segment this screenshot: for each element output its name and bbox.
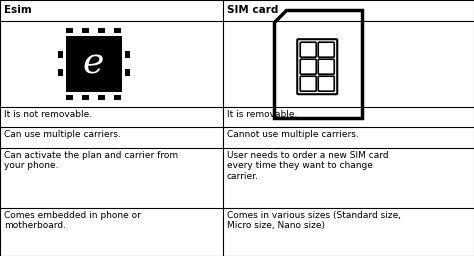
Bar <box>125 69 129 76</box>
Text: Esim: Esim <box>4 5 32 15</box>
Bar <box>65 36 121 92</box>
Bar <box>66 28 73 33</box>
Text: SIM card: SIM card <box>227 5 278 15</box>
Text: It is removable.: It is removable. <box>227 110 297 119</box>
Bar <box>114 95 121 100</box>
Bar <box>66 95 73 100</box>
FancyBboxPatch shape <box>318 42 334 57</box>
FancyBboxPatch shape <box>300 42 316 57</box>
Bar <box>125 51 129 58</box>
Text: Cannot use multiple carriers.: Cannot use multiple carriers. <box>227 130 358 140</box>
Bar <box>82 28 89 33</box>
Text: Comes in various sizes (Standard size,
Micro size, Nano size): Comes in various sizes (Standard size, M… <box>227 211 401 230</box>
Text: It is not removable.: It is not removable. <box>4 110 92 119</box>
FancyBboxPatch shape <box>318 76 334 91</box>
FancyBboxPatch shape <box>300 76 316 91</box>
Text: Can use multiple carriers.: Can use multiple carriers. <box>4 130 121 140</box>
Polygon shape <box>274 10 362 118</box>
Bar <box>98 28 105 33</box>
FancyBboxPatch shape <box>318 59 334 74</box>
Bar <box>82 95 89 100</box>
FancyBboxPatch shape <box>300 59 316 74</box>
Text: Can activate the plan and carrier from
your phone.: Can activate the plan and carrier from y… <box>4 151 178 170</box>
Bar <box>57 51 63 58</box>
Bar <box>57 69 63 76</box>
Text: e: e <box>83 47 104 81</box>
Bar <box>98 95 105 100</box>
Text: Comes embedded in phone or
motherboard.: Comes embedded in phone or motherboard. <box>4 211 141 230</box>
Text: User needs to order a new SIM card
every time they want to change
carrier.: User needs to order a new SIM card every… <box>227 151 388 181</box>
Bar <box>114 28 121 33</box>
